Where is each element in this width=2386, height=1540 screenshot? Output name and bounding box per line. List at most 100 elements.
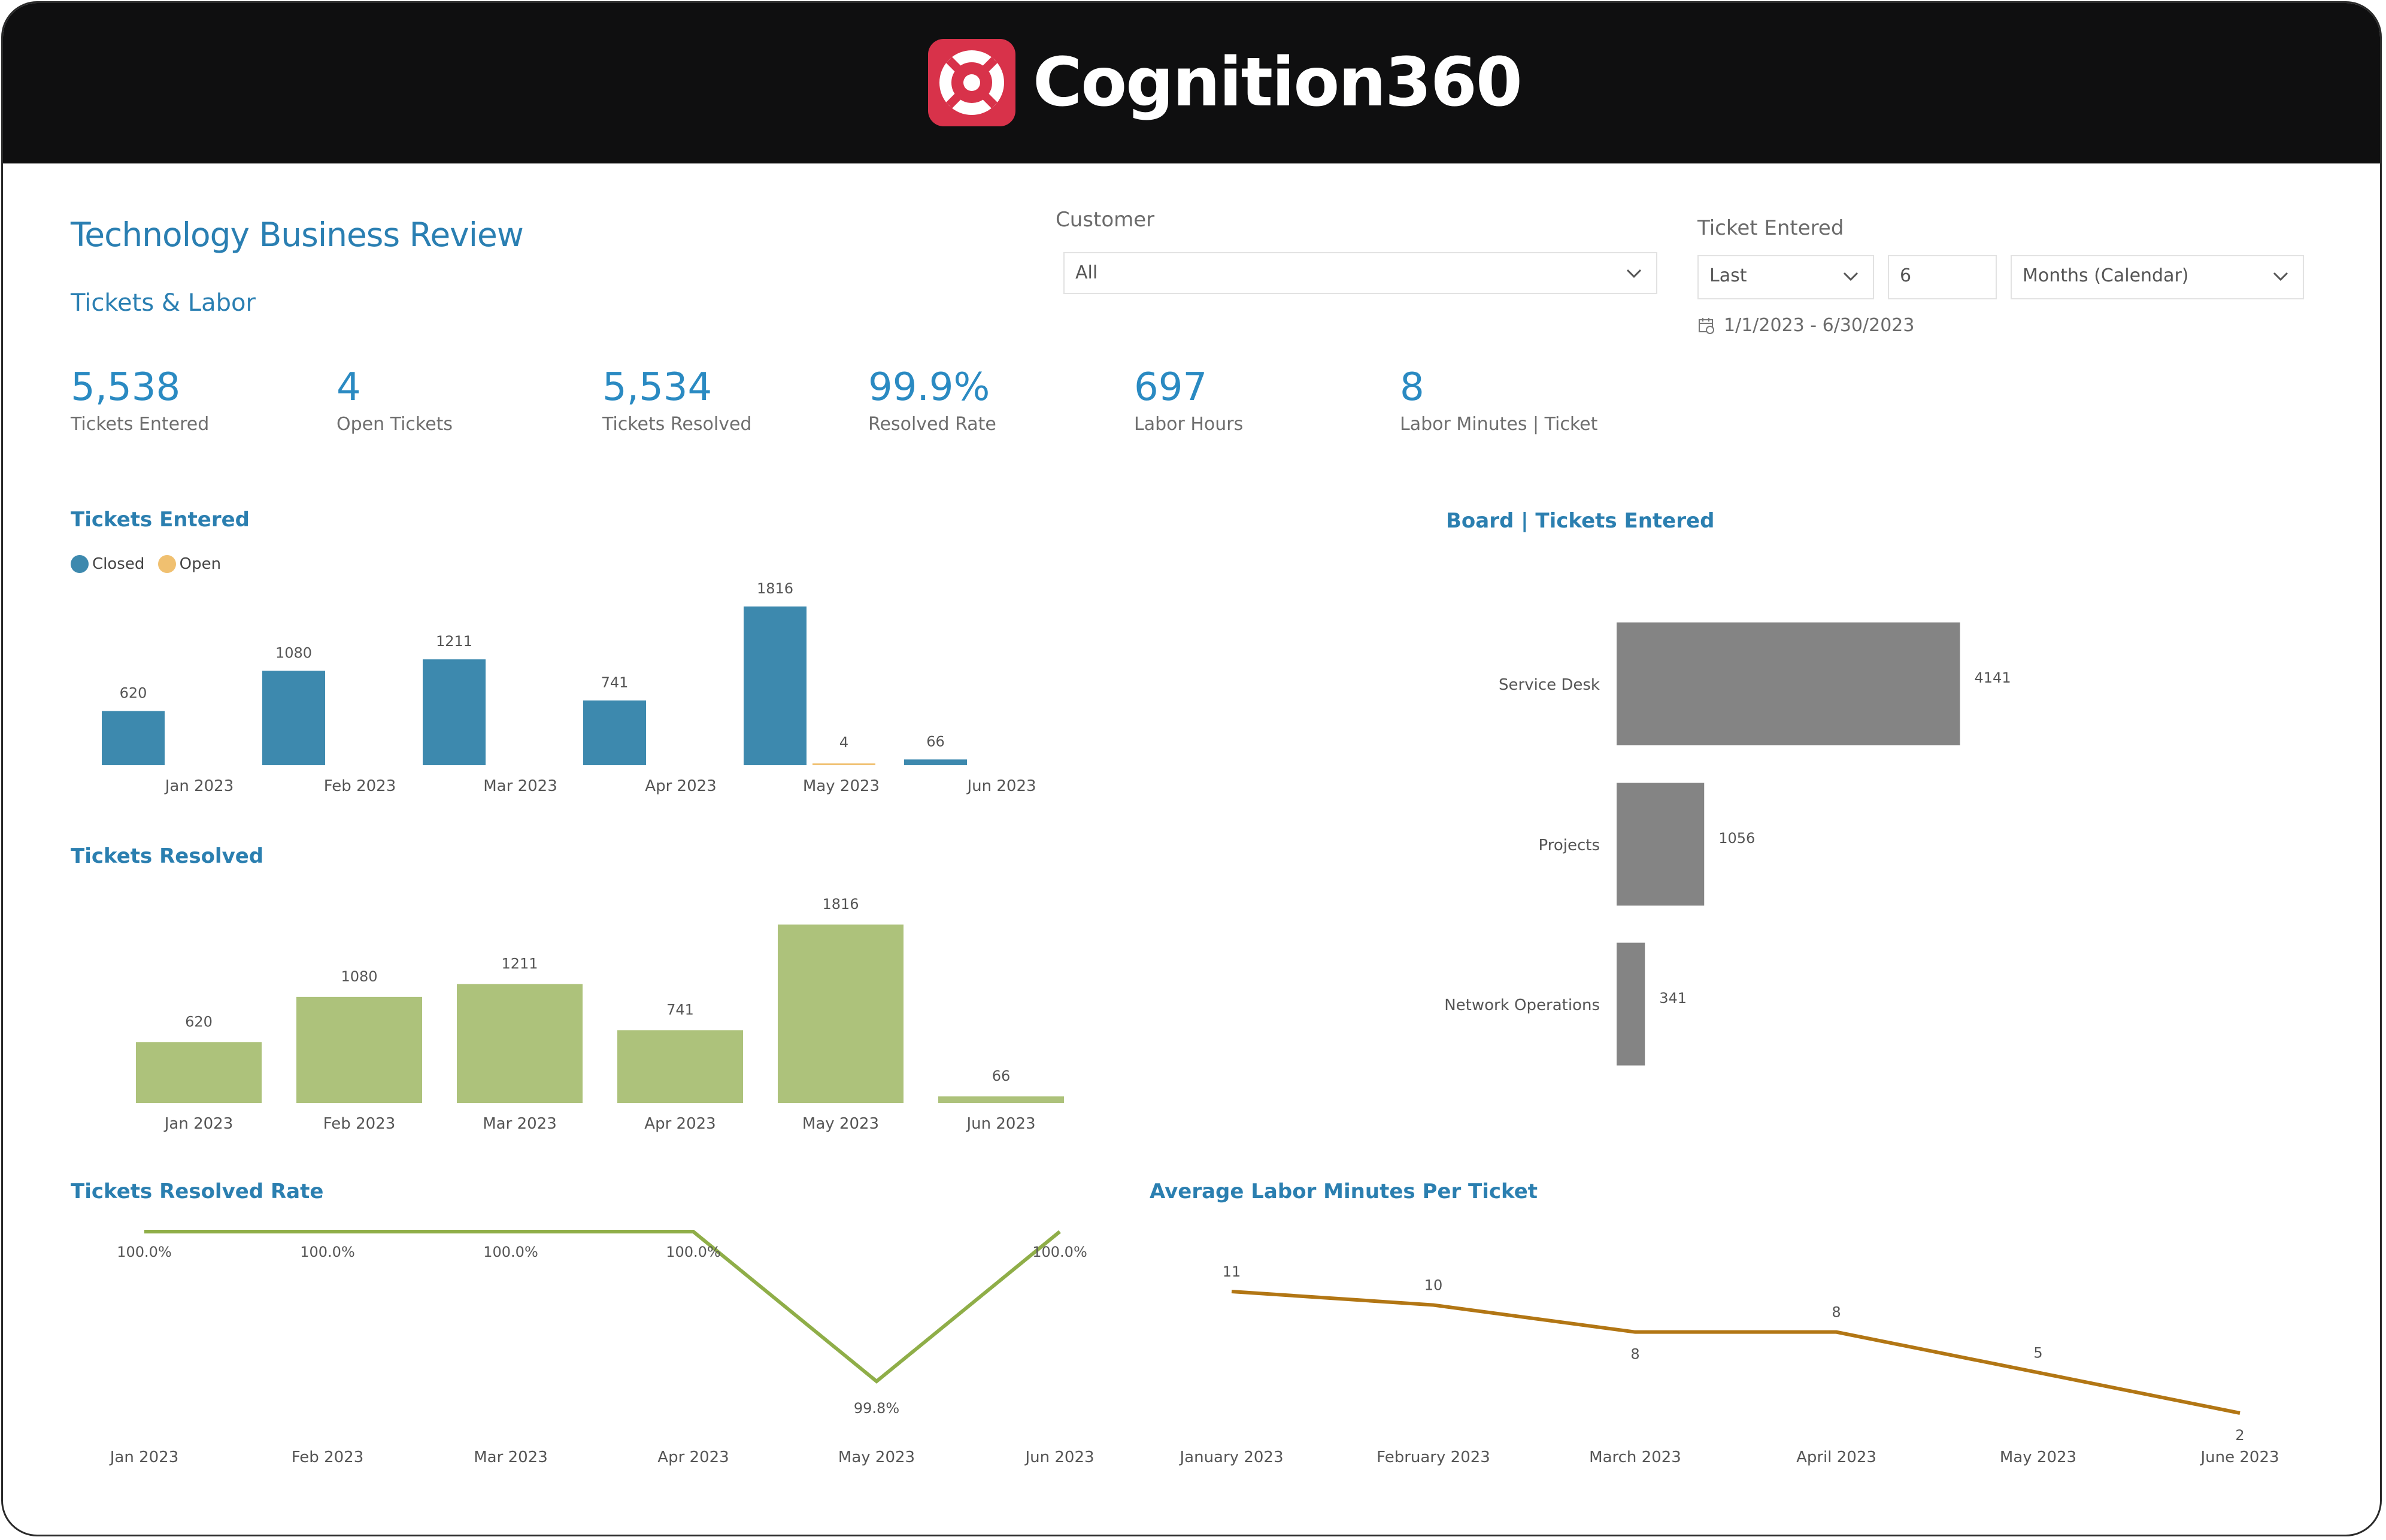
data-label: 100.0% [300, 1244, 355, 1260]
bar [938, 1096, 1064, 1103]
legend-item-closed[interactable]: Closed [71, 555, 144, 573]
chevron-down-icon [1626, 269, 1642, 278]
relative-unit-select[interactable]: Months (Calendar) [2011, 255, 2304, 299]
legend-item-open[interactable]: Open [157, 555, 221, 573]
x-axis-label: Feb 2023 [324, 777, 396, 795]
x-axis-label: May 2023 [803, 777, 880, 795]
bar-closed [102, 711, 165, 765]
kpi-label: Tickets Resolved [602, 414, 752, 435]
data-label: 11 [1223, 1263, 1241, 1280]
data-label: 620 [120, 684, 147, 701]
x-axis-label: Mar 2023 [483, 1115, 557, 1133]
kpi-open-tickets: 4 Open Tickets [336, 363, 453, 438]
data-label: 1080 [341, 968, 377, 985]
bar-closed [583, 700, 646, 765]
data-label: 1080 [275, 644, 312, 661]
x-axis-label: Mar 2023 [483, 777, 557, 795]
date-range: 1/1/2023 - 6/30/2023 [1697, 315, 1914, 336]
kpi-label: Tickets Entered [71, 414, 210, 435]
relative-mode-value: Last [1709, 265, 1747, 286]
rate-line [144, 1230, 1061, 1384]
resolved-rate-chart: 100.0% Jan 2023 100.0% Feb 2023 100.0% Mar 20… [109, 1230, 1095, 1466]
y-axis-label: Service Desk [1499, 676, 1600, 694]
kpi-value: 5,534 [602, 365, 713, 410]
tickets-entered-title: Tickets Entered [71, 508, 250, 532]
data-label: 100.0% [1032, 1244, 1087, 1260]
chevron-down-icon [2273, 272, 2288, 281]
kpi-resolved-rate: 99.9% Resolved Rate [868, 363, 996, 438]
customer-select[interactable]: All [1063, 252, 1657, 294]
tickets-entered-chart: 620 Jan 2023 1080 Feb 2023 1211 Mar 2023 741 Ap… [102, 580, 1036, 795]
data-label: 1816 [822, 896, 859, 913]
kpi-value: 8 [1400, 365, 1424, 410]
legend-dot-open [157, 555, 176, 573]
data-label: 100.0% [666, 1244, 721, 1260]
data-label: 4 [839, 734, 848, 751]
x-axis-label: Jan 2023 [163, 1115, 234, 1133]
kpi-value: 99.9% [868, 365, 990, 410]
kpi-label: Open Tickets [336, 414, 453, 435]
chevron-down-icon [1843, 272, 1859, 281]
data-label: 8 [1630, 1346, 1639, 1363]
data-label: 2 [2235, 1427, 2244, 1444]
x-axis-label: Apr 2023 [645, 777, 716, 795]
kpi-value: 697 [1134, 365, 1208, 410]
board-tickets-chart: 4141 Service Desk 1056 Projects 341 Network O… [1444, 622, 2011, 1066]
x-axis-label: March 2023 [1589, 1448, 1681, 1466]
labor-line [1231, 1290, 2241, 1415]
kpi-value: 4 [336, 365, 361, 410]
x-axis-label: February 2023 [1377, 1448, 1490, 1466]
kpi-labor-hours: 697 Labor Hours [1134, 363, 1243, 438]
bar [136, 1042, 262, 1103]
bar-open [812, 763, 875, 765]
data-label: 5 [2033, 1344, 2042, 1361]
relative-count-input[interactable]: 6 [1888, 255, 1997, 299]
calendar-icon [1699, 318, 1714, 334]
ticket-entered-filter-label: Ticket Entered [1697, 216, 1844, 240]
x-axis-label: June 2023 [2199, 1448, 2279, 1466]
kpi-tickets-resolved: 5,534 Tickets Resolved [602, 363, 751, 438]
bar [1617, 783, 1705, 906]
x-axis-label: Apr 2023 [644, 1115, 716, 1133]
date-range-text: 1/1/2023 - 6/30/2023 [1724, 315, 1915, 336]
tickets-resolved-chart: 620 Jan 2023 1080 Feb 2023 1211 Mar 2023 741 Ap… [136, 896, 1064, 1133]
bar [296, 996, 422, 1103]
legend-label: Closed [92, 555, 145, 573]
kpi-label: Resolved Rate [868, 414, 996, 435]
relative-count-value: 6 [1900, 265, 1912, 286]
x-axis-label: May 2023 [802, 1115, 879, 1133]
data-label: 100.0% [483, 1244, 538, 1260]
data-label: 741 [666, 1001, 694, 1018]
data-label: 4141 [1975, 669, 2011, 686]
bar-closed [423, 659, 486, 765]
data-label: 8 [1832, 1304, 1841, 1321]
data-label: 99.8% [854, 1400, 899, 1417]
data-label: 1056 [1718, 830, 1755, 847]
data-label: 620 [185, 1013, 213, 1030]
data-label: 1816 [757, 580, 793, 597]
x-axis-label: Feb 2023 [323, 1115, 395, 1133]
x-axis-label: Jan 2023 [109, 1448, 179, 1466]
x-axis-label: January 2023 [1179, 1448, 1284, 1466]
x-axis-label: Feb 2023 [292, 1448, 363, 1466]
x-axis-label: April 2023 [1796, 1448, 1876, 1466]
logo-center [963, 74, 980, 91]
page-subtitle: Tickets & Labor [71, 289, 256, 317]
bar [617, 1030, 743, 1103]
x-axis-label: Jun 2023 [965, 1115, 1035, 1133]
board-tickets-title: Board | Tickets Entered [1446, 509, 1715, 533]
customer-select-value: All [1075, 262, 1098, 283]
relative-mode-select[interactable]: Last [1697, 255, 1874, 299]
brand-name: Cognition360 [1033, 44, 1523, 122]
kpi-label: Labor Hours [1134, 414, 1244, 435]
x-axis-label: May 2023 [838, 1448, 915, 1466]
tickets-resolved-title: Tickets Resolved [71, 844, 264, 868]
tickets-entered-legend: Closed Open [71, 555, 229, 573]
data-label: 100.0% [117, 1244, 172, 1260]
resolved-rate-title: Tickets Resolved Rate [71, 1180, 324, 1203]
bar-closed [744, 606, 807, 765]
data-label: 66 [926, 733, 945, 750]
x-axis-label: Jun 2023 [966, 777, 1036, 795]
x-axis-label: Apr 2023 [657, 1448, 729, 1466]
